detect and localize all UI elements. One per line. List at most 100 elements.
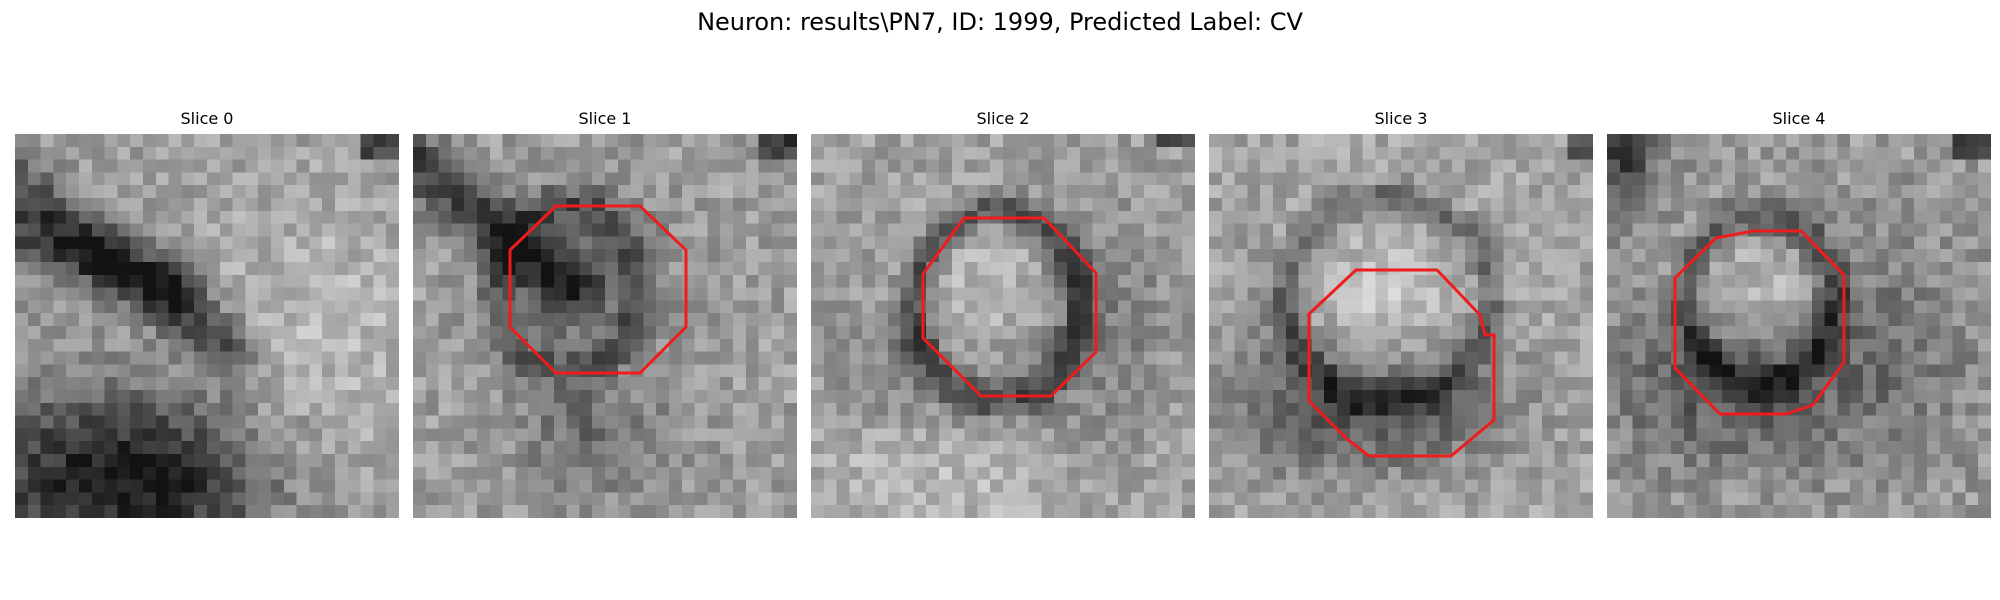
image-pixel [1156,364,1170,378]
image-pixel [566,236,580,250]
image-pixel [758,338,772,352]
image-pixel [1709,172,1723,186]
image-pixel [143,300,157,314]
image-pixel [1131,338,1145,352]
image-pixel [1567,236,1581,250]
image-pixel [553,185,567,199]
image-pixel [1529,159,1543,173]
image-pixel [1607,313,1621,327]
image-pixel [27,287,41,301]
image-pixel [1978,454,1991,468]
image-pixel [219,198,233,212]
image-pixel [283,338,297,352]
image-pixel [335,172,349,186]
image-pixel [155,466,169,480]
image-pixel [1850,134,1864,148]
image-pixel [451,274,465,288]
image-pixel [1747,441,1761,455]
image-pixel [784,172,797,186]
image-pixel [875,274,889,288]
image-pixel [733,287,747,301]
image-pixel [104,134,118,148]
image-pixel [1529,146,1543,160]
image-pixel [1554,492,1568,506]
image-pixel [1567,146,1581,160]
image-pixel [232,441,246,455]
image-pixel [1234,274,1248,288]
image-pixel [335,479,349,493]
image-pixel [1811,326,1825,340]
image-pixel [1786,454,1800,468]
image-pixel [1324,428,1338,442]
image-pixel [720,377,734,391]
image-pixel [1067,210,1081,224]
image-pixel [1554,377,1568,391]
image-pixel [104,428,118,442]
image-pixel [1799,492,1813,506]
image-pixel [1477,390,1491,404]
image-pixel [477,134,491,148]
image-pixel [823,428,837,442]
image-pixel [1324,454,1338,468]
image-pixel [1118,505,1132,518]
image-pixel [1362,249,1376,263]
image-pixel [335,223,349,237]
image-pixel [194,134,208,148]
image-pixel [1541,198,1555,212]
image-pixel [1671,198,1685,212]
image-pixel [1799,198,1813,212]
image-pixel [1516,492,1530,506]
image-pixel [605,390,619,404]
image-pixel [875,505,889,518]
image-pixel [1324,390,1338,404]
image-pixel [335,364,349,378]
image-pixel [1516,287,1530,301]
image-pixel [1413,313,1427,327]
image-pixel [566,492,580,506]
image-pixel [1426,492,1440,506]
image-pixel [1978,479,1991,493]
image-pixel [1619,428,1633,442]
image-pixel [1169,236,1183,250]
image-pixel [1875,402,1889,416]
image-pixel [1490,454,1504,468]
image-pixel [951,351,965,365]
image-pixel [630,441,644,455]
image-pixel [232,479,246,493]
image-pixel [745,326,759,340]
image-pixel [1388,479,1402,493]
image-pixel [258,351,272,365]
image-pixel [951,185,965,199]
image-pixel [694,198,708,212]
image-pixel [386,236,399,250]
image-pixel [283,198,297,212]
image-pixel [1811,492,1825,506]
image-pixel [1221,428,1235,442]
slice-image-2 [811,134,1195,518]
image-pixel [1477,210,1491,224]
image-pixel [1221,492,1235,506]
image-pixel [1696,287,1710,301]
image-pixel [630,185,644,199]
image-pixel [425,223,439,237]
image-pixel [1156,262,1170,276]
image-pixel [990,134,1004,148]
image-pixel [630,428,644,442]
image-pixel [592,466,606,480]
image-pixel [1273,415,1287,429]
image-pixel [1927,198,1941,212]
image-pixel [1092,492,1106,506]
image-pixel [1516,300,1530,314]
image-pixel [1786,262,1800,276]
image-pixel [1658,415,1672,429]
image-pixel [1580,479,1593,493]
image-pixel [1541,326,1555,340]
image-pixel [1118,351,1132,365]
image-pixel [1285,236,1299,250]
image-pixel [1927,210,1941,224]
image-pixel [694,428,708,442]
image-pixel [887,172,901,186]
image-pixel [477,466,491,480]
image-pixel [1607,415,1621,429]
image-pixel [91,198,105,212]
